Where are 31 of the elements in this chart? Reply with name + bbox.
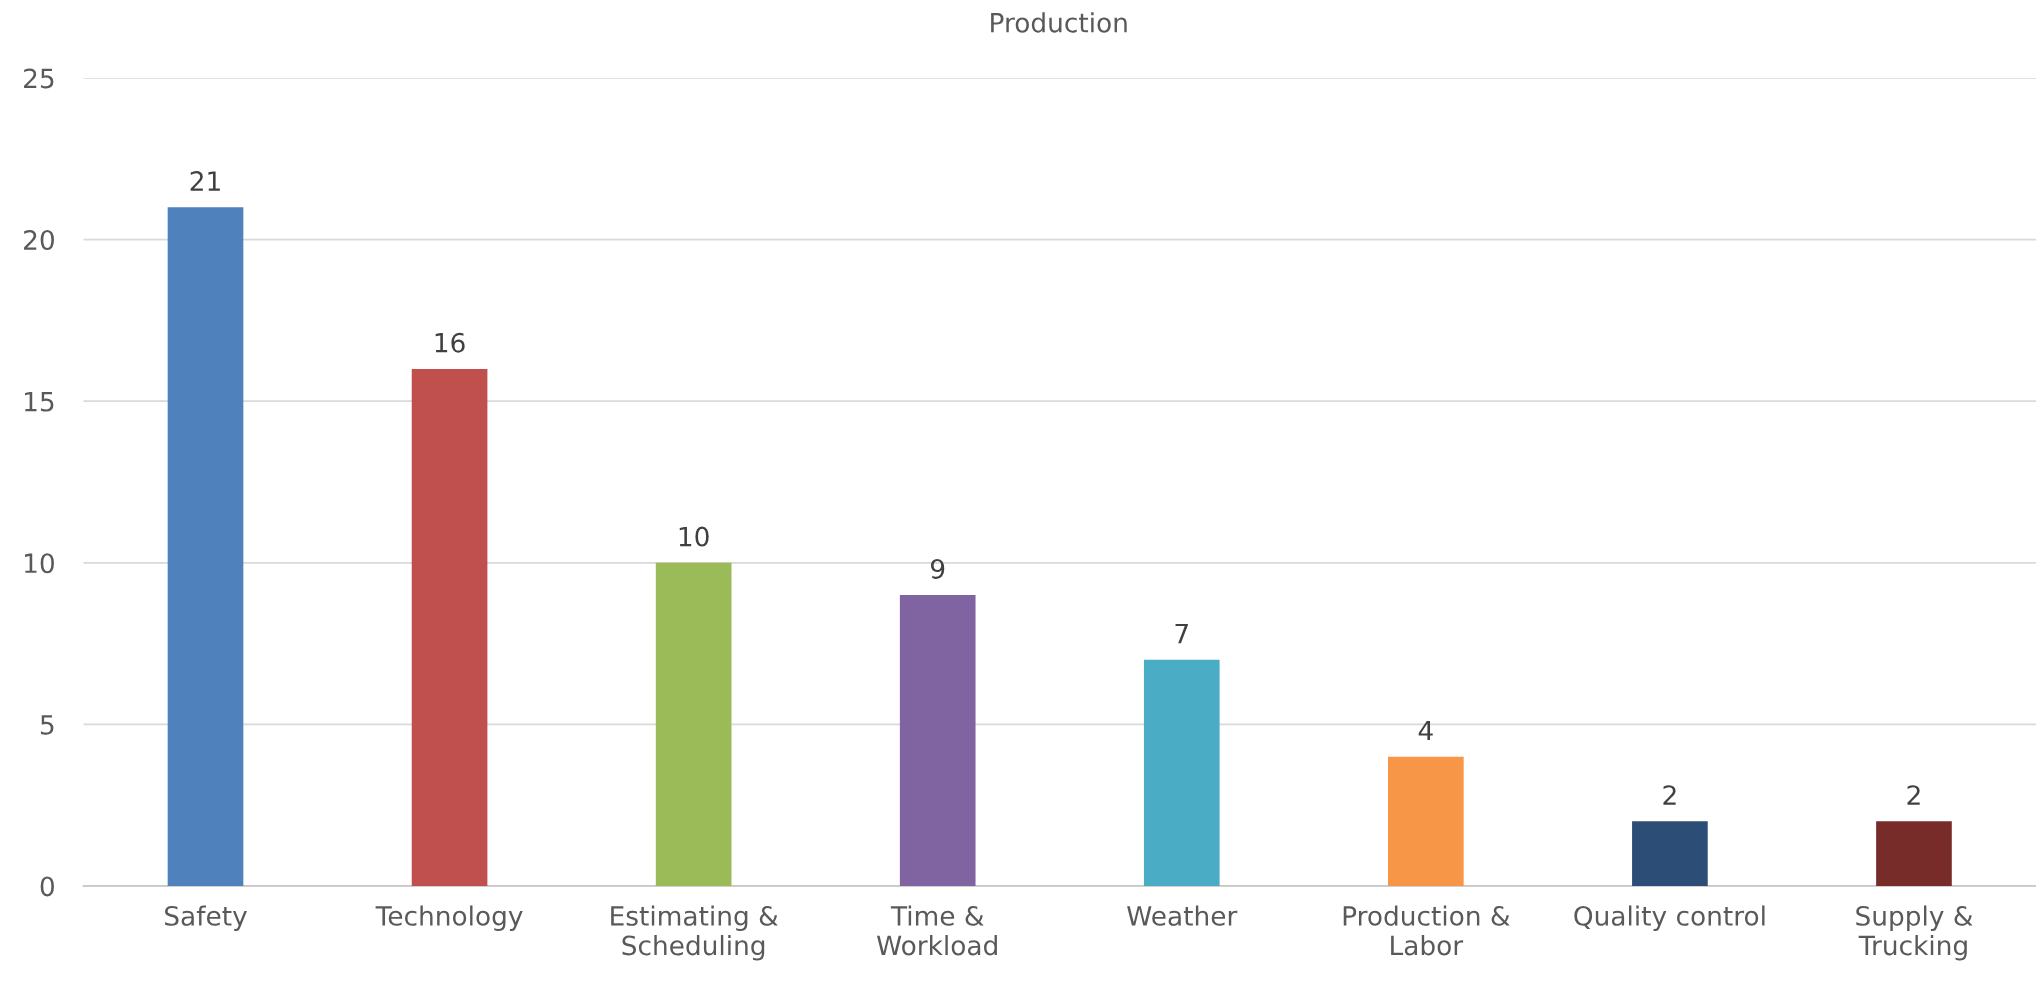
y-tick-label: 5 <box>40 715 54 735</box>
bar <box>167 207 244 886</box>
bar <box>411 368 488 886</box>
bar <box>899 595 976 886</box>
bar <box>1632 821 1708 886</box>
bar <box>655 562 732 886</box>
x-tick-label: Production & Labor <box>1343 905 1510 956</box>
y-tick-label: 20 <box>24 230 54 250</box>
data-label: 7 <box>1175 623 1188 644</box>
chart-title: Production <box>991 12 1127 33</box>
bar <box>1388 756 1464 886</box>
y-tick-label: 0 <box>40 876 54 897</box>
bar <box>1143 659 1220 886</box>
data-label: 2 <box>1907 785 1920 805</box>
data-label: 21 <box>190 171 220 191</box>
y-tick-label: 25 <box>24 68 54 89</box>
x-tick-label: Time & Workload <box>876 905 997 956</box>
x-tick-label: Technology <box>375 905 523 931</box>
x-tick-label: Quality control <box>1574 905 1765 931</box>
data-label: 16 <box>435 332 465 353</box>
y-tick-label: 10 <box>25 553 54 574</box>
x-tick-label: Supply & Trucking <box>1856 905 1973 961</box>
data-label: 9 <box>930 558 945 579</box>
data-label: 4 <box>1418 720 1433 741</box>
bar <box>1876 821 1952 886</box>
x-tick-label: Estimating & Scheduling <box>611 905 778 961</box>
data-label: 2 <box>1663 785 1676 805</box>
x-tick-label: Safety <box>165 905 247 931</box>
data-label: 10 <box>679 526 709 547</box>
y-tick-label: 15 <box>25 391 54 412</box>
x-tick-label: Weather <box>1127 905 1238 926</box>
